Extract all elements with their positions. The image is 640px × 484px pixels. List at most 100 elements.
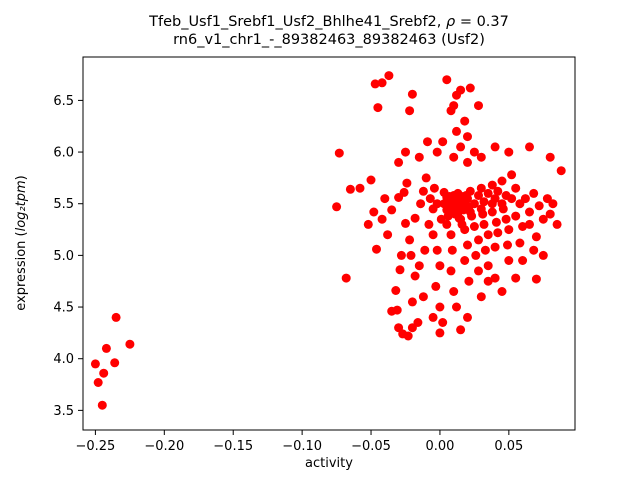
scatter-point	[483, 230, 493, 240]
scatter-point	[414, 152, 424, 162]
scatter-point	[511, 273, 521, 283]
scatter-point	[432, 199, 442, 209]
scatter-point	[429, 183, 439, 193]
scatter-point	[464, 202, 474, 212]
y-tick-label: 4.5	[53, 301, 74, 316]
scatter-point	[464, 276, 474, 286]
scatter-point	[469, 222, 479, 231]
scatter-point	[525, 207, 534, 217]
scatter-point	[384, 71, 394, 81]
scatter-point	[474, 101, 483, 111]
scatter-point	[525, 219, 534, 229]
x-tick-label: −0.20	[144, 439, 184, 454]
scatter-point	[548, 199, 558, 209]
scatter-point	[476, 292, 486, 302]
scatter-point	[355, 183, 365, 193]
scatter-point	[463, 312, 472, 322]
scatter-point	[97, 400, 107, 410]
scatter-point	[432, 147, 442, 157]
scatter-point	[402, 178, 412, 188]
chart-title: Tfeb_Usf1_Srebf1_Usf2_Bhlhe41_Srebf2, ρ …	[148, 14, 509, 30]
scatter-point	[490, 194, 500, 204]
scatter-point	[332, 202, 342, 212]
scatter-point	[401, 218, 410, 228]
scatter-point	[446, 230, 456, 240]
scatter-point	[366, 175, 376, 185]
scatter-point	[483, 276, 493, 286]
scatter-point	[452, 302, 461, 312]
scatter-point	[531, 232, 541, 242]
scatter-point	[538, 214, 548, 224]
scatter-point	[552, 219, 562, 229]
scatter-point	[465, 83, 475, 93]
scatter-point	[377, 78, 387, 88]
scatter-point	[403, 331, 413, 341]
scatter-point	[490, 142, 500, 152]
scatter-point	[556, 166, 566, 176]
scatter-point	[531, 274, 541, 284]
scatter-point	[435, 261, 445, 271]
chart-subtitle: rn6_v1_chr1_-_89382463_89382463 (Usf2)	[173, 32, 485, 48]
scatter-point	[369, 207, 379, 217]
scatter-point	[446, 266, 456, 276]
scatter-point	[90, 359, 100, 369]
scatter-point	[487, 180, 497, 190]
scatter-point	[93, 378, 103, 387]
y-tick-label: 6.5	[53, 94, 74, 109]
scatter-point	[504, 225, 514, 235]
scatter-point	[424, 219, 434, 229]
scatter-point	[483, 261, 493, 271]
scatter-point	[450, 202, 460, 212]
x-tick-label: −0.15	[213, 439, 253, 454]
x-tick-label: −0.10	[282, 439, 322, 454]
scatter-point	[478, 209, 488, 219]
scatter-point	[110, 358, 120, 368]
scatter-point	[432, 245, 442, 255]
scatter-point	[431, 281, 441, 291]
scatter-point	[463, 132, 472, 142]
scatter-point	[405, 106, 415, 116]
scatter-point	[511, 211, 521, 221]
scatter-point	[428, 312, 438, 322]
scatter-point	[490, 242, 500, 252]
scatter-point	[442, 75, 452, 85]
scatter-point	[420, 245, 430, 255]
ticks-layer: −0.25 −0.20 −0.15 −0.10 −0.05 0.00 0.05 3.5 4.0 4…	[53, 94, 523, 454]
scatter-point	[438, 318, 448, 327]
scatter-point	[334, 148, 344, 158]
scatter-point	[395, 265, 405, 275]
y-axis-label: expression (log₂tpm)	[14, 175, 29, 310]
scatter-point	[407, 323, 417, 333]
scatter-point	[504, 256, 514, 265]
scatter-point	[483, 188, 493, 198]
scatter-point	[391, 286, 401, 295]
scatter-point	[487, 207, 497, 217]
y-tick-label: 5.5	[53, 197, 74, 212]
scatter-point	[518, 222, 528, 231]
scatter-point	[345, 184, 355, 194]
scatter-point	[449, 287, 459, 296]
scatter-point	[447, 245, 457, 255]
scatter-point	[387, 205, 397, 215]
scatter-point	[380, 194, 390, 204]
scatter-point	[474, 235, 483, 245]
scatter-point	[418, 186, 428, 196]
scatter-point	[469, 147, 479, 157]
scatter-point	[407, 297, 417, 307]
scatter-point	[399, 187, 409, 197]
scatter-point	[421, 173, 431, 183]
scatter-point	[545, 209, 555, 219]
x-tick-label: 0.05	[494, 439, 523, 454]
scatter-point	[442, 219, 452, 229]
scatter-point	[493, 228, 503, 238]
y-tick-label: 3.5	[53, 404, 74, 419]
scatter-point	[480, 245, 490, 255]
scatter-point	[461, 191, 471, 200]
y-tick-label: 5.0	[53, 249, 74, 264]
scatter-point	[410, 271, 420, 281]
scatter-point	[446, 106, 456, 116]
x-tick-label: −0.25	[75, 439, 115, 454]
scatter-point	[490, 273, 500, 283]
scatter-point	[497, 176, 507, 186]
